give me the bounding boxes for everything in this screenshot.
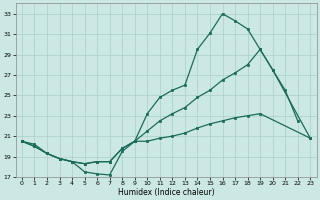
X-axis label: Humidex (Indice chaleur): Humidex (Indice chaleur) [118,188,214,197]
